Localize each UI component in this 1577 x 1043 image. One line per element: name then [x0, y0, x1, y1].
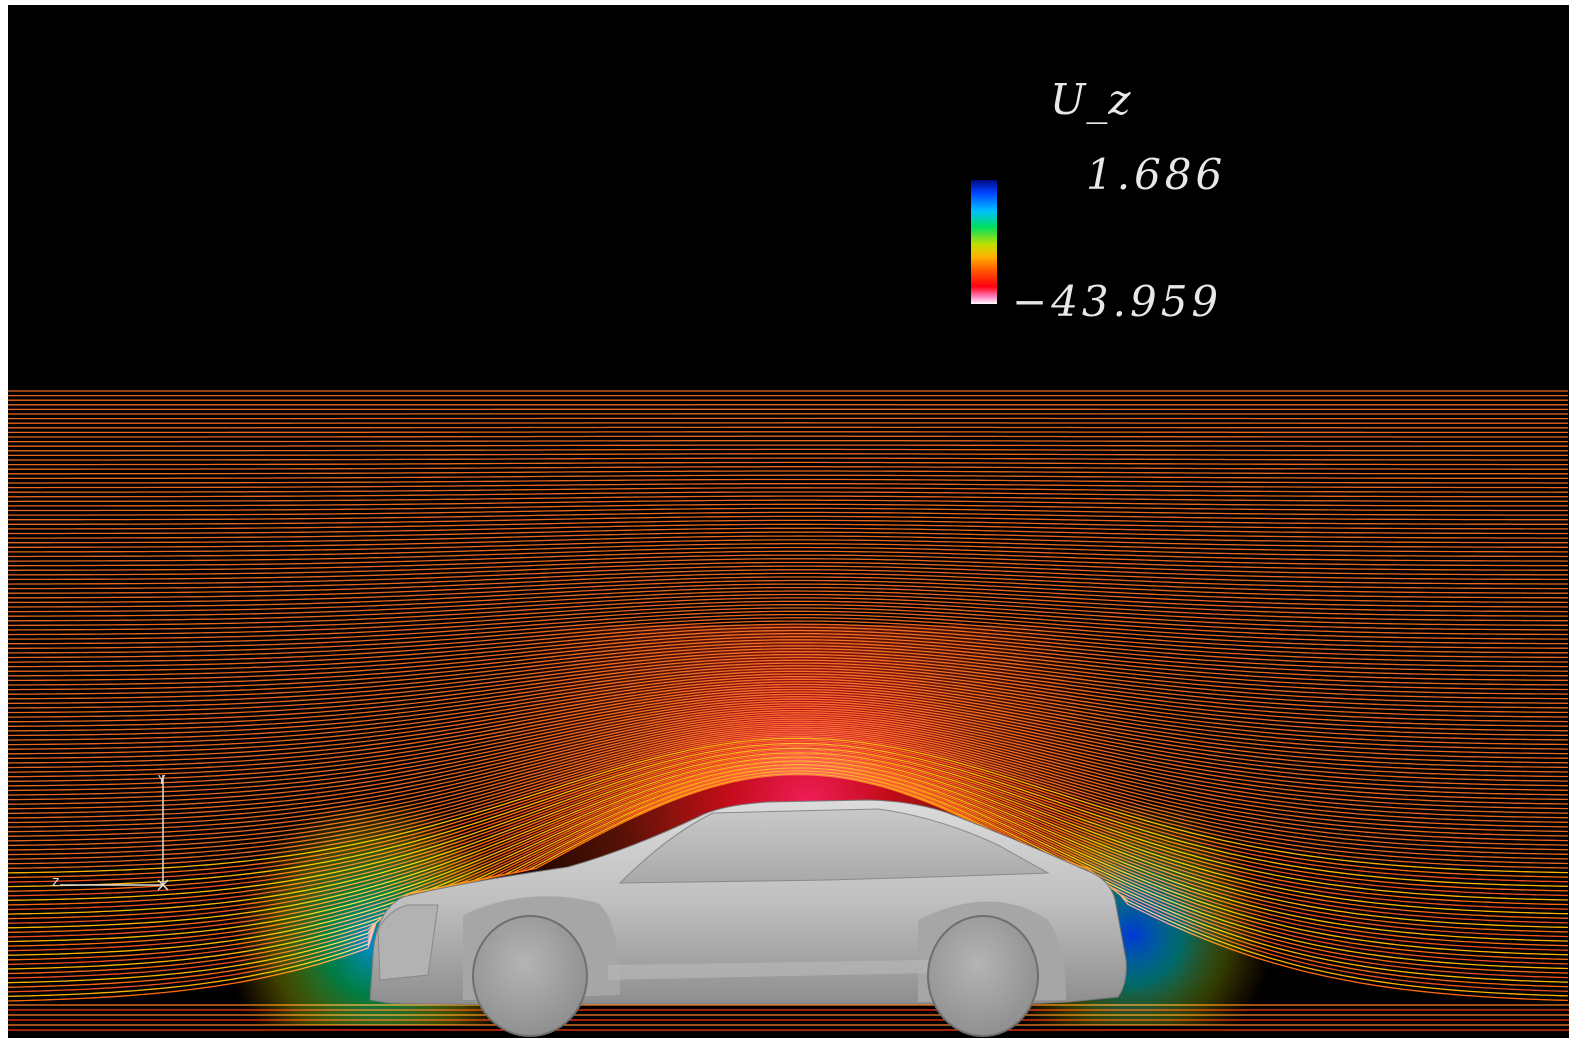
streamline	[8, 435, 1568, 438]
streamline	[8, 617, 1568, 654]
streamline	[8, 593, 1568, 622]
legend-title: U_z	[1050, 75, 1132, 124]
streamline	[8, 448, 1568, 452]
axes-triad-icon	[60, 775, 169, 891]
streamline	[8, 546, 1569, 562]
streamline	[8, 597, 1568, 627]
streamline	[8, 543, 1568, 558]
streamline	[8, 550, 1569, 567]
streamline	[8, 623, 1568, 663]
legend-max-label: 1.686	[1086, 150, 1227, 199]
streamline	[8, 457, 1568, 461]
streamline	[8, 426, 1568, 429]
streamline	[8, 583, 1569, 608]
streamline	[8, 607, 1569, 640]
streamline	[8, 610, 1569, 645]
streamline	[8, 565, 1568, 585]
front-wheel	[472, 915, 588, 1037]
streamline	[8, 569, 1568, 590]
cfd-viewport[interactable]: Y z U_z 1.686 −43.959	[8, 5, 1569, 1038]
streamline	[8, 604, 1568, 636]
streamline	[8, 558, 1568, 576]
streamline	[8, 620, 1568, 659]
streamline	[8, 554, 1568, 571]
axis-label-z: z	[52, 874, 60, 890]
car-body	[369, 799, 1127, 1037]
streamline	[8, 503, 1568, 512]
streamline	[8, 511, 1568, 521]
colorbar	[971, 180, 997, 304]
streamline	[8, 515, 1568, 525]
streamline	[8, 561, 1568, 581]
streamline	[8, 466, 1568, 470]
streamline	[8, 535, 1568, 548]
streamline	[8, 499, 1568, 507]
streamline	[8, 586, 1569, 613]
streamline	[8, 539, 1568, 553]
streamline	[8, 613, 1568, 649]
streamline	[8, 444, 1568, 447]
streamline-scene	[8, 390, 1569, 1037]
axis-label-y: Y	[158, 773, 166, 787]
streamline	[8, 579, 1569, 604]
streamline	[8, 531, 1568, 544]
streamline	[8, 483, 1568, 489]
streamline	[8, 572, 1568, 594]
streamline	[8, 470, 1568, 475]
streamline	[8, 590, 1568, 617]
streamline	[8, 453, 1568, 457]
streamline	[8, 440, 1568, 443]
streamline	[8, 431, 1568, 434]
streamline	[8, 461, 1568, 466]
rear-wheel	[927, 915, 1039, 1037]
streamline	[8, 495, 1568, 503]
streamline	[8, 487, 1568, 493]
streamline	[8, 527, 1568, 539]
streamline	[8, 507, 1568, 516]
legend-min-label: −43.959	[1012, 277, 1223, 326]
streamline	[8, 519, 1568, 530]
streamline	[8, 600, 1568, 631]
streamline	[8, 474, 1568, 480]
streamline	[8, 576, 1568, 599]
streamline	[8, 478, 1568, 484]
streamline	[8, 523, 1568, 535]
streamline	[8, 491, 1569, 498]
